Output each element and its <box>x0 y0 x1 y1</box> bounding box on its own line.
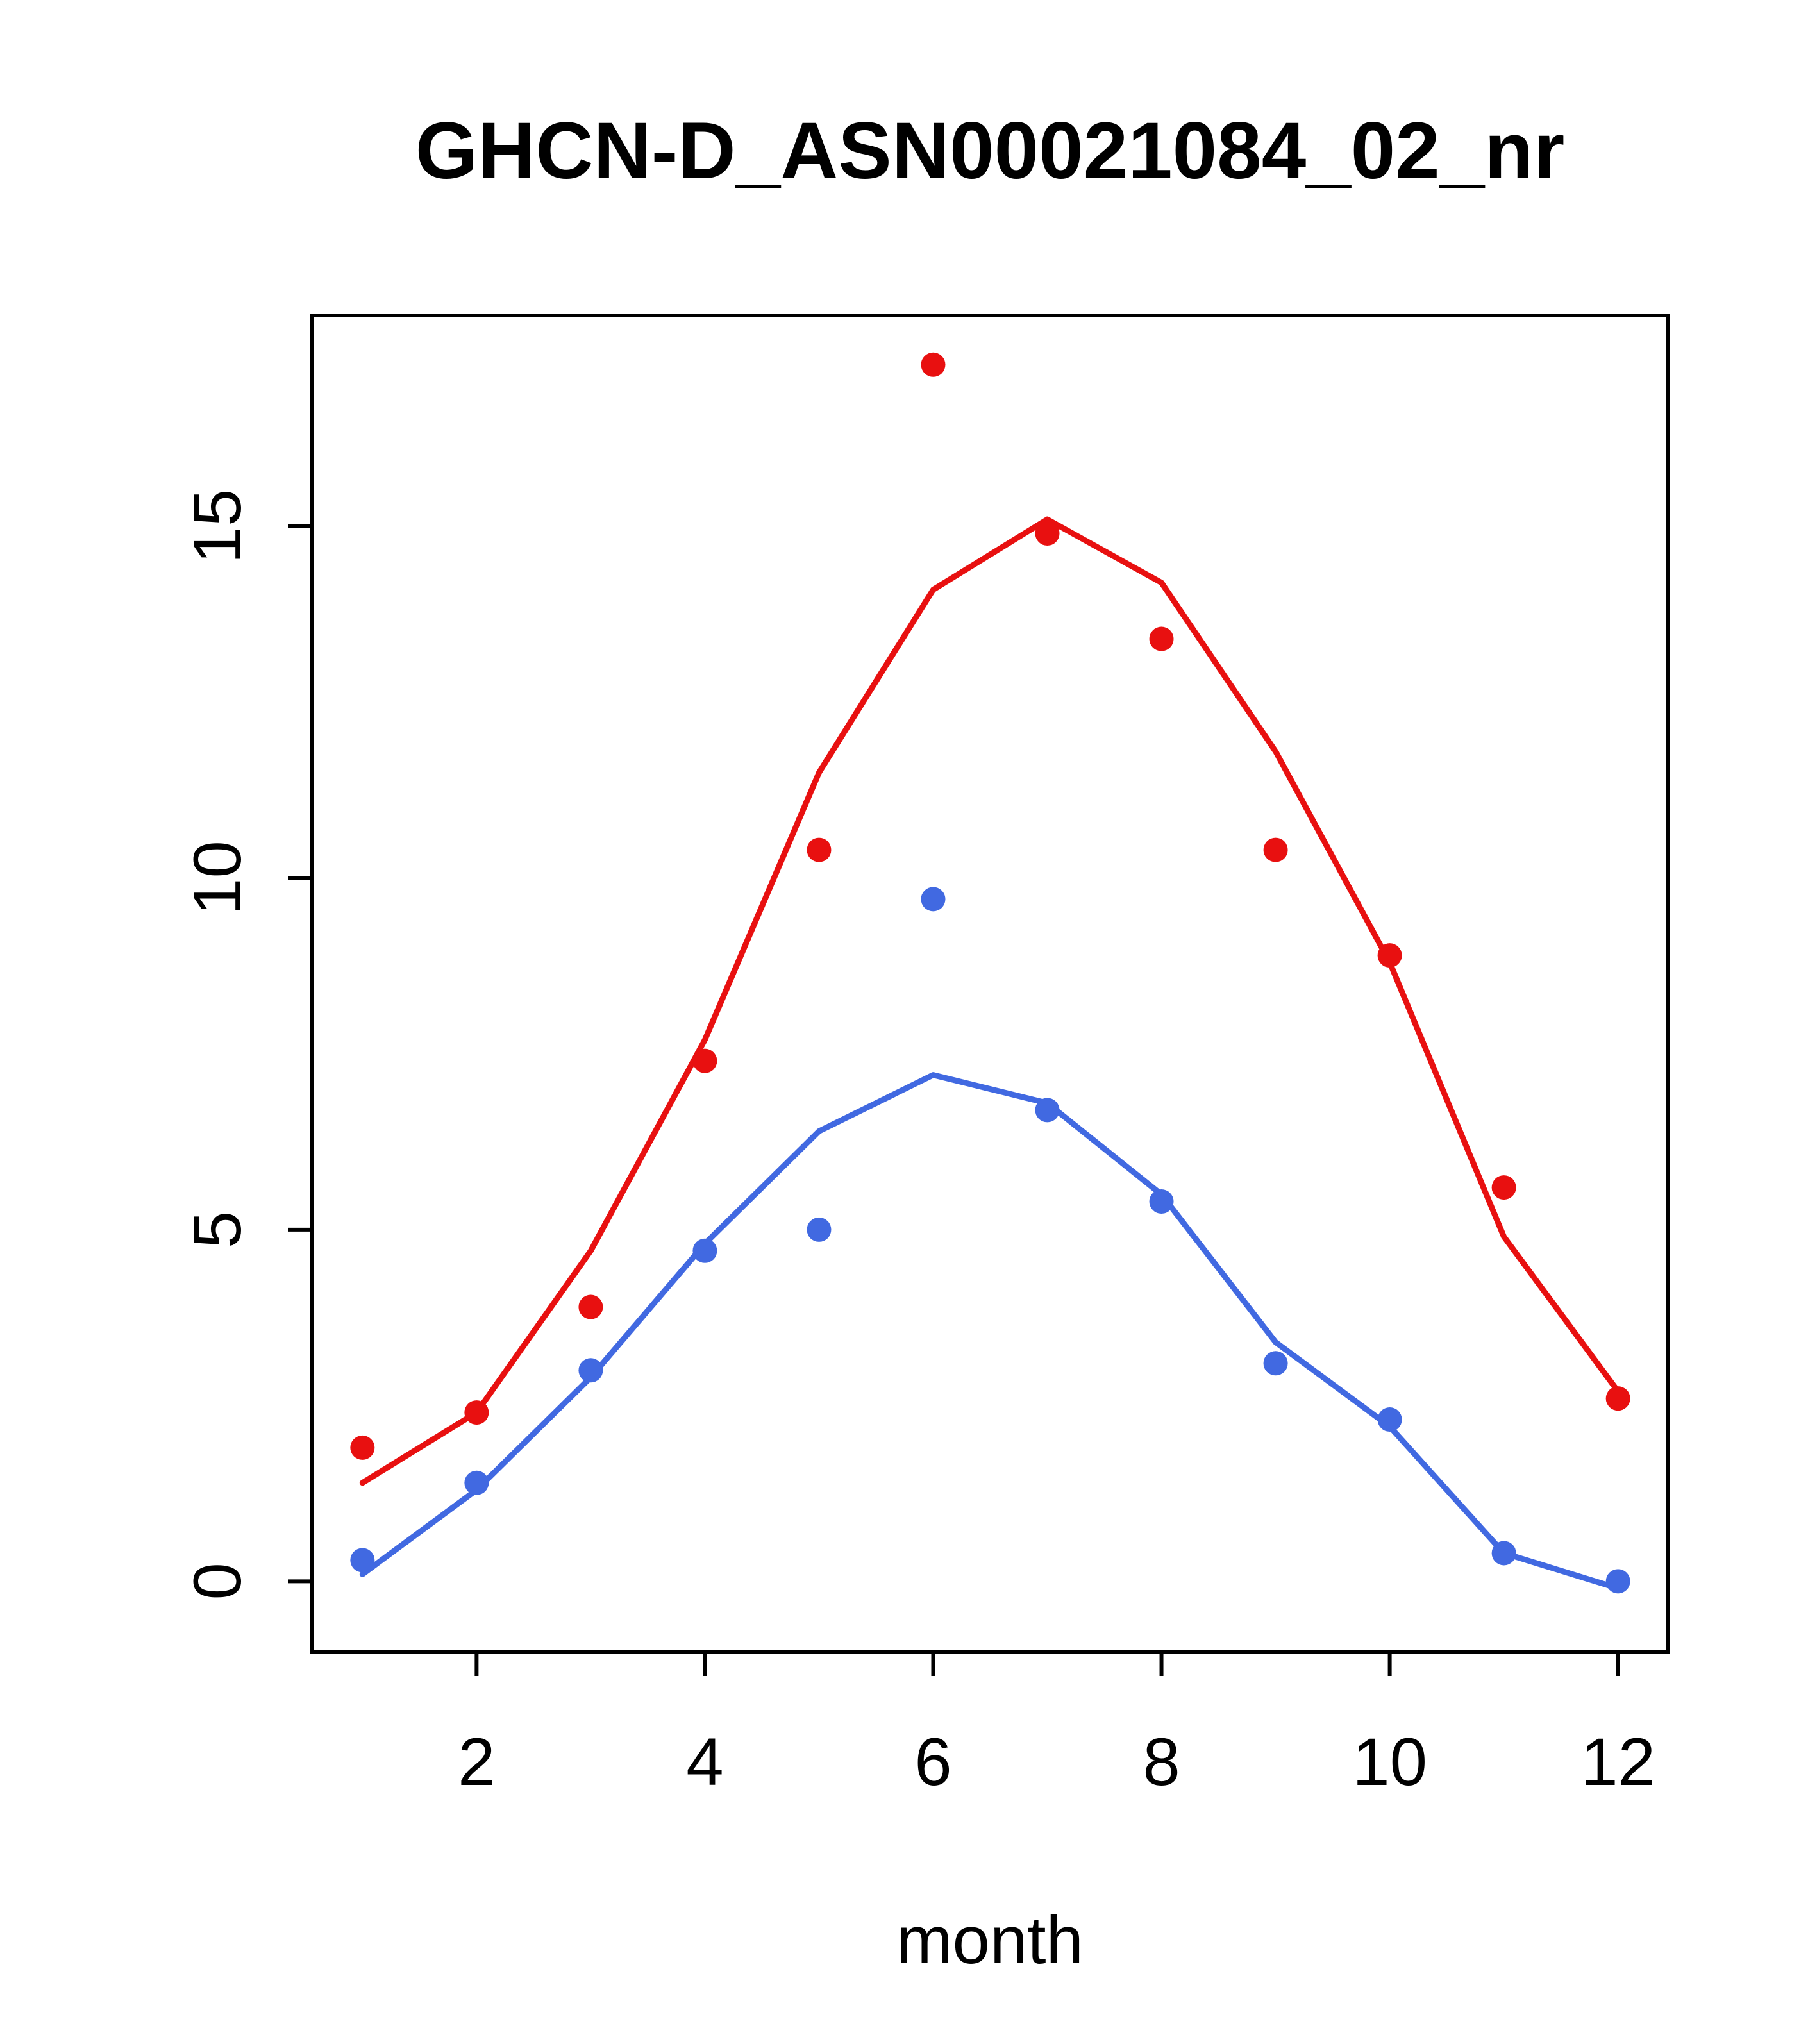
max-series-points-point <box>1605 1386 1630 1411</box>
min-series-points-point <box>1491 1541 1516 1566</box>
max-series-points-point <box>1491 1175 1516 1200</box>
min-series-points-point <box>464 1470 489 1495</box>
chart-title: GHCN-D_ASN00021084_02_nr <box>415 106 1565 196</box>
min-series-points-point <box>1149 1189 1174 1214</box>
x-tick-label: 6 <box>914 1725 951 1800</box>
max-series-points-point <box>692 1048 717 1073</box>
min-series-points-point <box>692 1238 717 1263</box>
x-axis-label: month <box>896 1903 1084 1978</box>
min-series-points-point <box>1377 1407 1402 1432</box>
max-series-points-point <box>921 352 946 377</box>
x-tick-label: 10 <box>1352 1725 1427 1800</box>
min-series-line <box>359 1072 1621 1591</box>
min-series-points-point <box>807 1217 832 1242</box>
x-tick-label: 8 <box>1143 1725 1180 1800</box>
x-tick-label: 12 <box>1580 1725 1655 1800</box>
max-series-points-point <box>350 1435 375 1460</box>
min-series-points-point <box>578 1358 603 1383</box>
max-series-line <box>359 516 1621 1486</box>
x-tick-label: 4 <box>686 1725 723 1800</box>
min-series-points-point <box>350 1548 375 1573</box>
y-tick-label: 15 <box>180 489 255 564</box>
min-series-points-point <box>1605 1569 1630 1594</box>
x-tick-label: 2 <box>458 1725 495 1800</box>
min-series-points-point <box>1035 1098 1060 1123</box>
min-series-points-point <box>1263 1351 1288 1376</box>
max-series-points-point <box>1263 837 1288 862</box>
max-series-points-point <box>807 837 832 862</box>
plot-box <box>310 314 1670 1654</box>
y-tick-label: 5 <box>180 1211 255 1248</box>
max-series-points-point <box>1035 521 1060 546</box>
min-series-points-point <box>921 887 946 912</box>
y-tick-label: 0 <box>180 1562 255 1600</box>
max-series-points-point <box>578 1294 603 1319</box>
y-tick-label: 10 <box>180 841 255 916</box>
max-series-points-point <box>464 1400 489 1425</box>
max-series-points-point <box>1377 943 1402 968</box>
max-series-points-point <box>1149 626 1174 651</box>
